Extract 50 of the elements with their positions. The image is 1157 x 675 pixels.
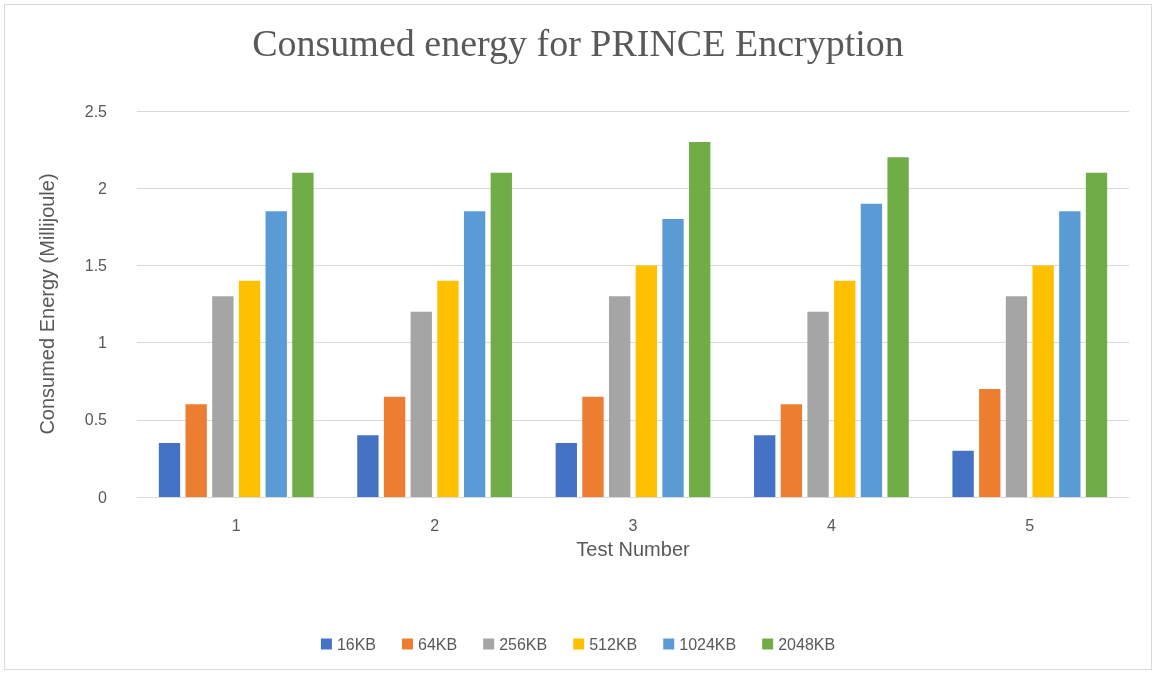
bar	[952, 450, 974, 497]
bar	[410, 311, 432, 497]
bar	[754, 435, 776, 497]
bar	[979, 388, 1001, 497]
bar	[1005, 296, 1028, 497]
bar	[265, 211, 287, 497]
bar	[662, 219, 684, 497]
y-tick-label: 1.5	[84, 256, 108, 274]
bar	[689, 141, 711, 497]
bar	[1085, 172, 1108, 497]
bar	[635, 265, 658, 497]
legend-label: 2048KB	[778, 635, 836, 653]
x-tick-label: 2	[430, 516, 440, 534]
bar	[834, 280, 856, 497]
y-tick-label: 0	[98, 488, 108, 506]
x-tick-label: 5	[1025, 516, 1035, 534]
bar	[357, 435, 379, 497]
y-tick-label: 2.5	[84, 102, 108, 120]
bar	[780, 404, 803, 497]
bar	[608, 296, 631, 497]
legend-label: 16KB	[336, 635, 377, 653]
bar	[383, 396, 406, 497]
bar	[807, 311, 829, 497]
bar	[555, 442, 577, 497]
legend-label: 256KB	[499, 635, 548, 653]
bar	[582, 396, 604, 497]
bar	[292, 172, 314, 497]
y-tick-label: 1	[98, 334, 108, 352]
y-axis-title: Consumed Energy (Millijoule)	[36, 173, 58, 435]
bar	[490, 172, 512, 497]
bar	[463, 211, 486, 497]
bar	[860, 203, 883, 497]
x-tick-label: 3	[628, 516, 638, 534]
bar	[1032, 265, 1054, 497]
x-axis-title: Test Number	[576, 538, 691, 560]
bar	[212, 296, 234, 497]
bar	[158, 442, 181, 497]
y-tick-label: 2	[98, 179, 108, 197]
bar	[238, 280, 261, 497]
bar	[1059, 211, 1081, 497]
x-tick-label: 1	[231, 516, 241, 534]
chart-title: Consumed energy for PRINCE Encryption	[252, 22, 904, 64]
legend-label: 64KB	[418, 635, 458, 653]
bar	[887, 157, 909, 497]
bar	[185, 404, 207, 497]
bar	[437, 280, 459, 497]
x-tick-label: 4	[826, 516, 836, 534]
legend-label: 512KB	[589, 635, 638, 653]
legend-label: 1024KB	[679, 635, 737, 653]
y-tick-label: 0.5	[84, 411, 108, 429]
